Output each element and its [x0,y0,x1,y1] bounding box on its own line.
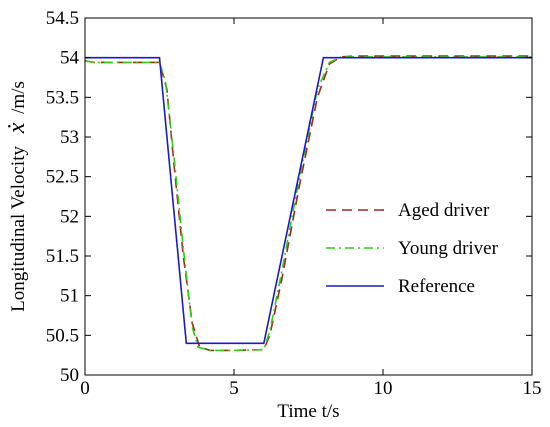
legend-label-aged-driver: Aged driver [398,200,490,221]
legend-label-young-driver: Young driver [398,238,499,259]
y-tick-label: 51 [60,286,79,307]
y-axis-label-text: Longitudinal Velocity [8,146,29,312]
legend: Aged driver Young driver Reference [326,200,499,297]
y-axis-label-symbol: ẋ [4,122,30,134]
legend-label-reference: Reference [398,276,475,297]
x-tick-label: 5 [229,378,239,399]
x-axis-label: Time t/s [277,401,339,422]
y-tick-label: 52.5 [46,167,79,188]
series-layer [84,55,532,352]
y-tick-label: 54 [60,48,80,69]
x-tick-label: 10 [374,378,393,399]
y-tick-label: 50 [60,365,79,386]
series-line-young-driver [84,56,532,352]
tick-layer: 0 5 10 15 50 50.5 51 51.5 52 52.5 53 53.5 54 54.5 [46,8,542,399]
y-axis-label-unit: /m/s [8,81,29,114]
y-axis-label: Longitudinal Velocity ẋ /m/s [4,81,30,312]
y-tick-label: 50.5 [46,325,79,346]
y-tick-label: 53 [60,127,79,148]
y-tick-label: 52 [60,206,79,227]
series-line-reference [85,56,532,345]
y-tick-label: 51.5 [46,246,79,267]
y-tick-label: 54.5 [46,8,79,29]
y-tick-label: 53.5 [46,87,79,108]
plot-frame [84,17,533,376]
x-tick-label: 15 [523,378,542,399]
x-tick-label: 0 [80,378,90,399]
